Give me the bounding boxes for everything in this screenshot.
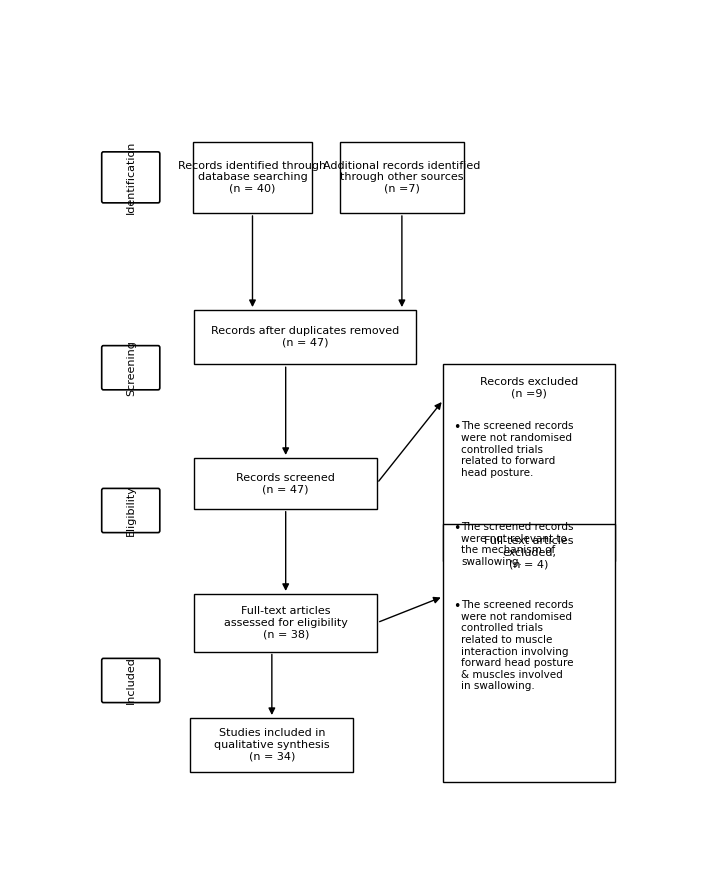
FancyBboxPatch shape [101, 659, 160, 703]
FancyBboxPatch shape [101, 345, 160, 389]
Text: Records screened
(n = 47): Records screened (n = 47) [236, 472, 335, 494]
FancyBboxPatch shape [101, 488, 160, 532]
FancyBboxPatch shape [443, 365, 615, 562]
Text: Records after duplicates removed
(n = 47): Records after duplicates removed (n = 47… [211, 327, 399, 348]
FancyBboxPatch shape [190, 718, 353, 773]
Text: Included: Included [126, 657, 136, 705]
Text: The screened records
were not randomised
controlled trials
related to muscle
int: The screened records were not randomised… [461, 600, 573, 691]
FancyBboxPatch shape [193, 141, 312, 213]
FancyBboxPatch shape [194, 593, 377, 652]
Text: Additional records identified
through other sources
(n =7): Additional records identified through ot… [323, 161, 481, 194]
Text: The screened records
were not relevant to
the mechanism of
swallowing.: The screened records were not relevant t… [461, 522, 573, 567]
Text: Full-text articles
assessed for eligibility
(n = 38): Full-text articles assessed for eligibil… [223, 606, 348, 639]
Text: Records identified through
database searching
(n = 40): Records identified through database sear… [178, 161, 326, 194]
FancyBboxPatch shape [443, 525, 615, 782]
Text: Identification: Identification [126, 140, 136, 214]
Text: •: • [453, 600, 461, 614]
FancyBboxPatch shape [194, 310, 416, 365]
Text: •: • [453, 522, 461, 535]
Text: •: • [453, 421, 461, 434]
Text: Full-text articles
excluded,
(n = 4): Full-text articles excluded, (n = 4) [484, 536, 574, 570]
FancyBboxPatch shape [101, 152, 160, 203]
Text: Studies included in
qualitative synthesis
(n = 34): Studies included in qualitative synthesi… [214, 728, 330, 762]
FancyBboxPatch shape [194, 457, 377, 509]
Text: The screened records
were not randomised
controlled trials
related to forward
he: The screened records were not randomised… [461, 421, 573, 478]
Text: Screening: Screening [126, 340, 136, 396]
FancyBboxPatch shape [340, 141, 464, 213]
Text: Records excluded
(n =9): Records excluded (n =9) [480, 376, 578, 398]
Text: Eligibility: Eligibility [126, 485, 136, 536]
